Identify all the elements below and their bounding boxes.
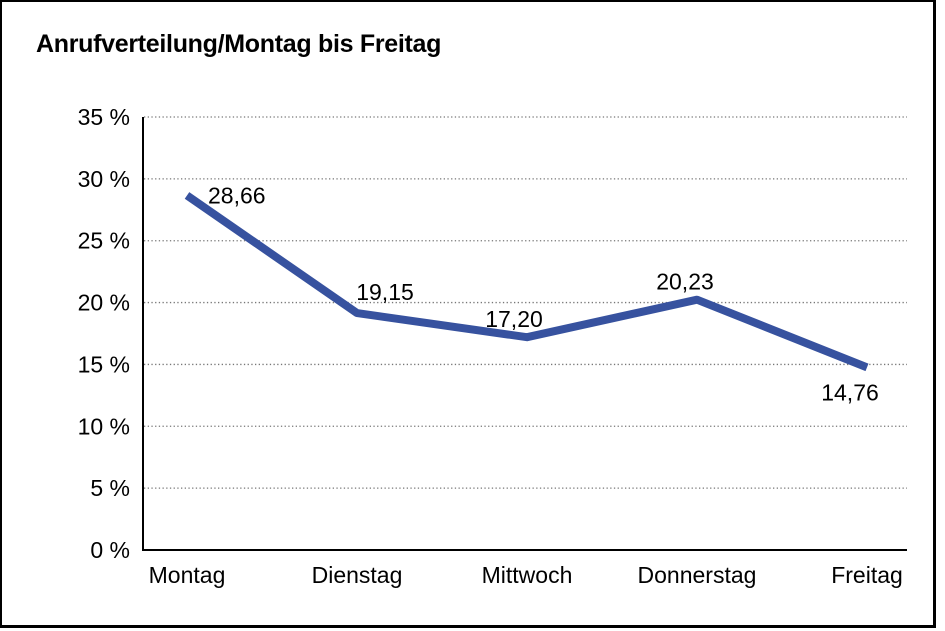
series-line-anrufverteilung bbox=[184, 192, 869, 372]
x-axis-category-label-freitag: Freitag bbox=[831, 562, 903, 588]
x-axis-category-label-donnerstag: Donnerstag bbox=[638, 562, 757, 588]
data-point-label-freitag: 14,76 bbox=[821, 379, 879, 405]
x-axis-category-label-mittwoch: Mittwoch bbox=[482, 562, 573, 588]
y-axis-tick-label: 10 % bbox=[78, 413, 130, 439]
data-point-label-montag: 28,66 bbox=[208, 182, 266, 208]
axis-lines bbox=[142, 117, 907, 551]
y-axis-tick-label: 15 % bbox=[78, 351, 130, 377]
x-axis-category-label-montag: Montag bbox=[149, 562, 226, 588]
data-point-label-mittwoch: 17,20 bbox=[485, 306, 543, 332]
y-axis-tick-label: 25 % bbox=[78, 228, 130, 254]
y-axis-tick-label: 30 % bbox=[78, 166, 130, 192]
y-axis-tick-label: 35 % bbox=[78, 104, 130, 130]
data-point-label-donnerstag: 20,23 bbox=[656, 269, 714, 295]
chart-title: Anrufverteilung/Montag bis Freitag bbox=[36, 30, 442, 58]
y-axis-tick-label: 5 % bbox=[90, 475, 130, 501]
data-point-label-dienstag: 19,15 bbox=[356, 279, 414, 305]
y-axis-tick-label: 20 % bbox=[78, 290, 130, 316]
y-axis-tick-label: 0 % bbox=[90, 537, 130, 563]
x-axis-category-label-dienstag: Dienstag bbox=[312, 562, 403, 588]
